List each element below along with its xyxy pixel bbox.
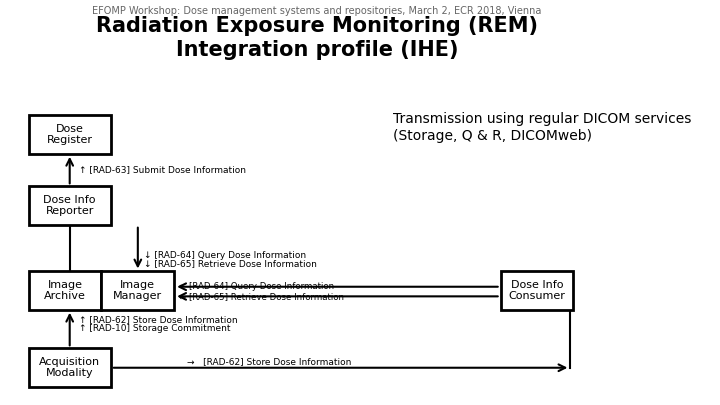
- Bar: [29, 271, 102, 310]
- Text: ↓ [RAD-64] Query Dose Information: ↓ [RAD-64] Query Dose Information: [144, 252, 306, 260]
- Text: Radiation Exposure Monitoring (REM): Radiation Exposure Monitoring (REM): [96, 16, 538, 36]
- Text: Acquisition
Modality: Acquisition Modality: [39, 357, 100, 378]
- Text: Image
Archive: Image Archive: [44, 280, 86, 301]
- Text: Transmission using regular DICOM services
(Storage, Q & R, DICOMweb): Transmission using regular DICOM service…: [393, 113, 691, 143]
- Text: Dose Info
Consumer: Dose Info Consumer: [508, 280, 565, 301]
- Text: ↑ [RAD-63] Submit Dose Information: ↑ [RAD-63] Submit Dose Information: [79, 166, 246, 175]
- Text: ← [RAD-64] Query Dose Information: ← [RAD-64] Query Dose Information: [179, 282, 335, 291]
- Text: ↓ [RAD-65] Retrieve Dose Information: ↓ [RAD-65] Retrieve Dose Information: [144, 260, 317, 269]
- Text: ← [RAD-65] Retrieve Dose Information: ← [RAD-65] Retrieve Dose Information: [179, 292, 344, 301]
- Bar: [29, 186, 111, 225]
- Text: Integration profile (IHE): Integration profile (IHE): [176, 40, 458, 60]
- Text: ↑ [RAD-62] Store Dose Information: ↑ [RAD-62] Store Dose Information: [79, 315, 238, 324]
- Bar: [102, 271, 174, 310]
- Text: →   [RAD-62] Store Dose Information: → [RAD-62] Store Dose Information: [187, 357, 351, 366]
- Bar: [29, 348, 111, 387]
- Text: EFOMP Workshop: Dose management systems and repositories, March 2, ECR 2018, Vie: EFOMP Workshop: Dose management systems …: [92, 6, 541, 16]
- Text: Dose
Register: Dose Register: [47, 124, 93, 145]
- Text: ↑ [RAD-10] Storage Commitment: ↑ [RAD-10] Storage Commitment: [79, 324, 230, 333]
- Text: Image
Manager: Image Manager: [113, 280, 163, 301]
- Bar: [500, 271, 573, 310]
- Text: Dose Info
Reporter: Dose Info Reporter: [43, 195, 96, 216]
- Bar: [29, 115, 111, 154]
